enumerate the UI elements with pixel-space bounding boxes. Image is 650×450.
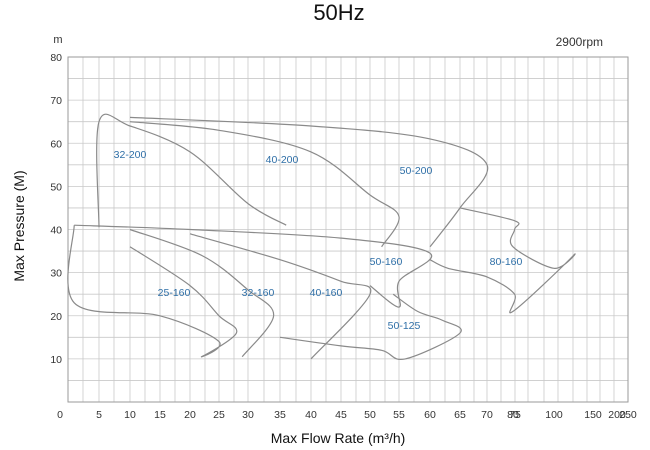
x-tick-label: 60 bbox=[424, 409, 436, 421]
x-tick-label: 15 bbox=[154, 409, 166, 421]
series-label-50-160: 50-160 bbox=[370, 256, 403, 268]
x-tick-label: 75 bbox=[509, 409, 521, 421]
x-tick-label: 65 bbox=[454, 409, 466, 421]
pump-curve-50-125 bbox=[279, 293, 462, 361]
pump-curve-40-200 bbox=[129, 121, 400, 248]
y-tick-label: 30 bbox=[50, 268, 62, 280]
x-tick-label: 50 bbox=[364, 409, 376, 421]
series-label-25-160: 25-160 bbox=[158, 287, 191, 299]
y-tick-label: 70 bbox=[50, 95, 62, 107]
series-label-80-160: 80-160 bbox=[490, 256, 523, 268]
pump-curve-50-160 bbox=[74, 224, 433, 308]
x-tick-label: 40 bbox=[305, 409, 317, 421]
y-tick-label: 80 bbox=[50, 52, 62, 64]
x-tick-label: 10 bbox=[124, 409, 136, 421]
x-axis-label: Max Flow Rate (m³/h) bbox=[271, 430, 406, 446]
grid bbox=[67, 56, 629, 403]
x-tick-label: 55 bbox=[393, 409, 405, 421]
chart-title: 50Hz bbox=[313, 0, 364, 25]
x-tick-label: 0 bbox=[57, 409, 63, 421]
y-tick-label: 10 bbox=[50, 354, 62, 366]
x-tick-label: 150 bbox=[584, 409, 602, 421]
pump-curve-25-160 bbox=[67, 225, 238, 358]
pump-curve-50-200 bbox=[129, 116, 489, 248]
y-unit-label: m bbox=[53, 34, 62, 46]
y-tick-label: 20 bbox=[50, 311, 62, 323]
speed-label: 2900rpm bbox=[556, 35, 603, 49]
pump-curve-40-160 bbox=[189, 233, 372, 360]
y-axis-label: Max Pressure (M) bbox=[11, 170, 27, 281]
x-tick-label: 100 bbox=[545, 409, 563, 421]
x-tick-label: 80 bbox=[507, 409, 519, 421]
series-label-32-200: 32-200 bbox=[114, 149, 147, 161]
series-labels: 32-200 40-200 50-200 80-160 50-160 25-160 32-1… bbox=[114, 149, 523, 332]
x-tick-label: 250 bbox=[619, 409, 637, 421]
series-label-32-160: 32-160 bbox=[242, 287, 275, 299]
series-label-50-200: 50-200 bbox=[400, 165, 433, 177]
x-tick-label: 25 bbox=[213, 409, 225, 421]
x-tick-label: 30 bbox=[242, 409, 254, 421]
y-tick-label: 40 bbox=[50, 225, 62, 237]
x-tick-label: 20 bbox=[184, 409, 196, 421]
plot-frame bbox=[67, 56, 629, 403]
series-label-40-160: 40-160 bbox=[310, 287, 343, 299]
y-tick-label: 50 bbox=[50, 181, 62, 193]
pump-curve-80-160 bbox=[429, 207, 576, 314]
pump-curve-32-160 bbox=[129, 228, 275, 358]
pump-curve-32-200 bbox=[96, 113, 287, 228]
pump-curves bbox=[67, 113, 576, 361]
x-tick-label: 70 bbox=[481, 409, 493, 421]
y-tick-label: 60 bbox=[50, 138, 62, 150]
x-tick-label: 35 bbox=[274, 409, 286, 421]
x-tick-label: 45 bbox=[335, 409, 347, 421]
series-label-40-200: 40-200 bbox=[266, 154, 299, 166]
series-label-50-125: 50-125 bbox=[388, 320, 421, 332]
x-tick-label: 5 bbox=[96, 409, 102, 421]
x-tick-label: 200 bbox=[608, 409, 626, 421]
